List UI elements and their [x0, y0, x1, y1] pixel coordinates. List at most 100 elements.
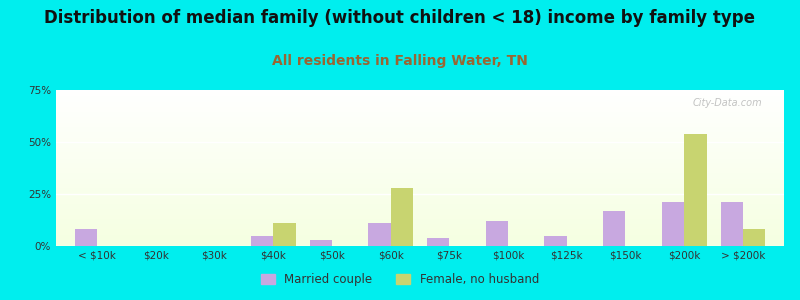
Bar [56, 168, 784, 170]
Bar [56, 204, 784, 206]
Bar [56, 220, 784, 221]
Bar [56, 104, 784, 106]
Legend: Married couple, Female, no husband: Married couple, Female, no husband [256, 269, 544, 291]
Bar [56, 212, 784, 213]
Bar [56, 145, 784, 146]
Bar [274, 223, 295, 246]
Bar [56, 103, 784, 104]
Bar [56, 238, 784, 240]
Bar [56, 99, 784, 101]
Bar [56, 120, 784, 121]
Bar [56, 233, 784, 235]
Bar [56, 201, 784, 202]
Bar [56, 179, 784, 181]
Bar [56, 121, 784, 123]
Bar [56, 124, 784, 126]
Bar [56, 208, 784, 210]
Bar [56, 187, 784, 188]
Bar [56, 241, 784, 243]
Bar [56, 146, 784, 148]
Bar [56, 101, 784, 103]
Bar [56, 198, 784, 199]
Bar [56, 177, 784, 179]
Bar [56, 223, 784, 224]
Bar [56, 112, 784, 113]
Bar [56, 135, 784, 137]
Bar [56, 107, 784, 109]
Bar [56, 152, 784, 154]
Bar [56, 202, 784, 204]
Bar [56, 138, 784, 140]
Bar [56, 243, 784, 244]
Bar [56, 169, 784, 171]
Bar [56, 140, 784, 142]
Bar [56, 149, 784, 151]
Bar [603, 211, 626, 246]
Bar [56, 216, 784, 218]
Bar [56, 113, 784, 115]
Bar [56, 132, 784, 134]
Bar [56, 109, 784, 110]
Bar [56, 123, 784, 124]
Bar [56, 221, 784, 223]
Bar [56, 171, 784, 173]
Bar [56, 160, 784, 162]
Bar [56, 190, 784, 191]
Bar [56, 106, 784, 107]
Bar [56, 174, 784, 176]
Bar [56, 215, 784, 216]
Bar [56, 196, 784, 198]
Bar [56, 162, 784, 163]
Bar [56, 206, 784, 207]
Bar [56, 126, 784, 128]
Bar [56, 134, 784, 135]
Bar [56, 226, 784, 227]
Bar [56, 165, 784, 166]
Bar [56, 157, 784, 159]
Bar [56, 213, 784, 215]
Bar [56, 244, 784, 246]
Bar [56, 128, 784, 129]
Bar [56, 199, 784, 201]
Bar [56, 130, 784, 132]
Text: City-Data.com: City-Data.com [693, 98, 762, 108]
Bar [56, 118, 784, 120]
Bar [56, 98, 784, 99]
Bar [390, 188, 413, 246]
Bar [251, 236, 274, 246]
Bar [56, 207, 784, 208]
Bar [56, 116, 784, 118]
Bar [721, 202, 743, 246]
Bar [56, 95, 784, 96]
Bar [56, 232, 784, 233]
Bar [56, 181, 784, 182]
Bar [56, 167, 784, 168]
Bar [743, 230, 766, 246]
Bar [56, 92, 784, 93]
Bar [56, 151, 784, 152]
Bar [662, 202, 684, 246]
Bar [56, 184, 784, 185]
Bar [56, 237, 784, 238]
Bar [56, 182, 784, 184]
Bar [56, 194, 784, 196]
Bar [368, 223, 390, 246]
Bar [56, 240, 784, 241]
Bar [56, 142, 784, 143]
Bar [56, 93, 784, 95]
Bar [56, 110, 784, 112]
Bar [56, 148, 784, 149]
Bar [56, 191, 784, 193]
Bar [486, 221, 508, 246]
Bar [56, 193, 784, 194]
Bar [310, 240, 332, 246]
Bar [56, 224, 784, 226]
Bar [56, 137, 784, 138]
Bar [56, 155, 784, 157]
Bar [56, 159, 784, 160]
Bar [56, 176, 784, 177]
Bar [684, 134, 706, 246]
Bar [56, 90, 784, 92]
Bar [56, 185, 784, 187]
Text: All residents in Falling Water, TN: All residents in Falling Water, TN [272, 54, 528, 68]
